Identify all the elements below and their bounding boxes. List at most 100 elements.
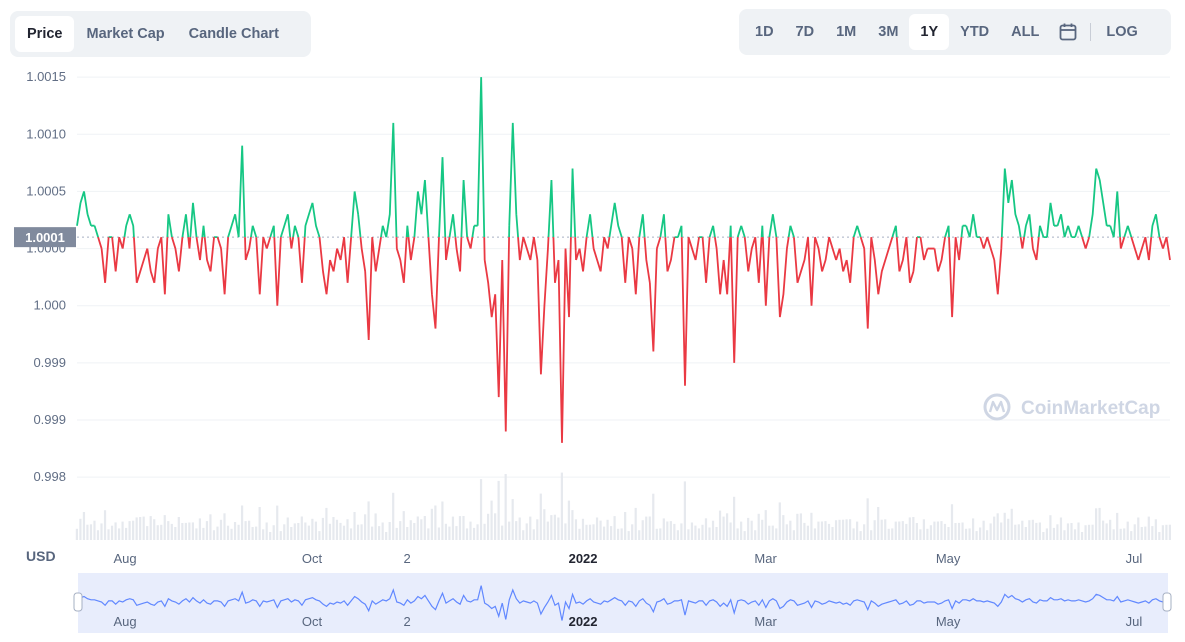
volume-bar [859,531,862,540]
volume-bar [1144,526,1147,540]
volume-bar [747,517,750,540]
volume-bar [1137,517,1140,540]
volume-bar [501,525,504,540]
range-7d[interactable]: 7D [795,24,815,40]
volume-bar [1000,522,1003,540]
volume-bar [877,507,880,540]
volume-bar [142,516,145,540]
volume-bar [216,526,219,540]
volume-bar [1014,524,1017,540]
navigator-tick-label: Jul [1126,614,1143,629]
range-1m[interactable]: 1M [836,24,857,40]
calendar-button[interactable] [1050,14,1086,50]
volume-bar [1126,521,1129,540]
volume-bar [578,528,581,540]
volume-bar [887,528,890,540]
volume-bar [599,520,602,540]
volume-bar [736,528,739,540]
range-1d[interactable]: 1D [755,24,774,40]
volume-bar [202,527,205,540]
volume-bar [1087,524,1091,540]
volume-bar [427,528,430,540]
volume-bar [933,521,936,540]
volume-bar [469,521,472,540]
range-all[interactable]: ALL [1011,24,1040,40]
x-tick-label: Oct [302,551,323,566]
volume-bar [342,525,346,540]
volume-bar [817,521,820,540]
volume-bar [926,528,929,540]
volume-bar [504,474,507,540]
volume-bar [1024,527,1027,540]
tab-candle-chart[interactable]: Candle Chart [188,26,279,42]
volume-bar [188,522,191,540]
volume-bar [279,531,282,540]
volume-bar [690,522,694,540]
volume-bar [385,532,388,540]
volume-bar [117,528,121,540]
volume-bar [676,530,679,540]
volume-bar [919,529,922,540]
volume-bar [286,517,289,540]
volume-bar [750,520,753,540]
navigator-handle-left[interactable] [73,592,83,612]
volume-bar [989,523,992,540]
volume-bar [356,524,360,540]
x-tick-label: Aug [114,551,137,566]
volume-bar [884,519,887,540]
volume-bar [508,521,511,540]
x-tick-label: 2022 [569,551,598,566]
volume-bar [806,525,810,540]
volume-bar [799,513,802,540]
volume-bar [226,525,230,540]
volume-bar [775,528,778,540]
volume-bar [314,521,317,540]
volume-bar [332,517,335,540]
toolbar-divider [1090,23,1092,41]
volume-bar [100,523,103,540]
volume-bar [602,526,606,540]
volume-bar [181,523,184,540]
volume-bar [715,527,718,540]
volume-bar [979,527,982,540]
volume-bar [810,512,813,540]
volume-bar [631,524,634,540]
volume-bar [462,516,465,540]
volume-bar [961,522,964,540]
range-ytd[interactable]: YTD [960,24,990,40]
log-scale-toggle[interactable]: LOG [1106,24,1138,40]
range-3m[interactable]: 3M [878,24,899,40]
volume-bar [820,521,824,540]
volume-bar [1105,523,1108,540]
volume-bar [86,524,89,540]
x-tick-label: 2 [403,551,410,566]
volume-bar [371,526,374,540]
y-tick-label: 1.000 [33,298,66,313]
tab-price[interactable]: Price [15,16,75,52]
volume-bar [125,527,128,540]
volume-bar [472,527,476,540]
volume-bar [852,528,855,540]
volume-bar [645,516,648,540]
volume-bar [1119,528,1122,540]
volume-bar [219,519,223,540]
volume-bar [455,526,458,540]
volume-bar [300,516,303,540]
volume-bar [1021,520,1024,540]
navigator: Aug Oct 2 2022 Mar May Jul [73,573,1172,633]
volume-bar [1147,516,1150,540]
volume-bar [1091,524,1094,540]
volume-bar [1073,529,1077,540]
tab-market-cap[interactable]: Market Cap [86,26,165,42]
range-1y[interactable]: 1Y [909,14,950,50]
volume-bar [156,525,159,540]
volume-bar [406,527,409,540]
navigator-handle-right[interactable] [1162,592,1172,612]
volume-bar [1154,519,1157,540]
volume-bar [873,520,876,540]
volume-bar [511,499,514,540]
volume-bar [863,524,866,540]
x-axis: Aug Oct 2 2022 Mar May Jul [114,551,1143,566]
volume-bar [761,519,764,540]
volume-bar [1158,532,1161,540]
